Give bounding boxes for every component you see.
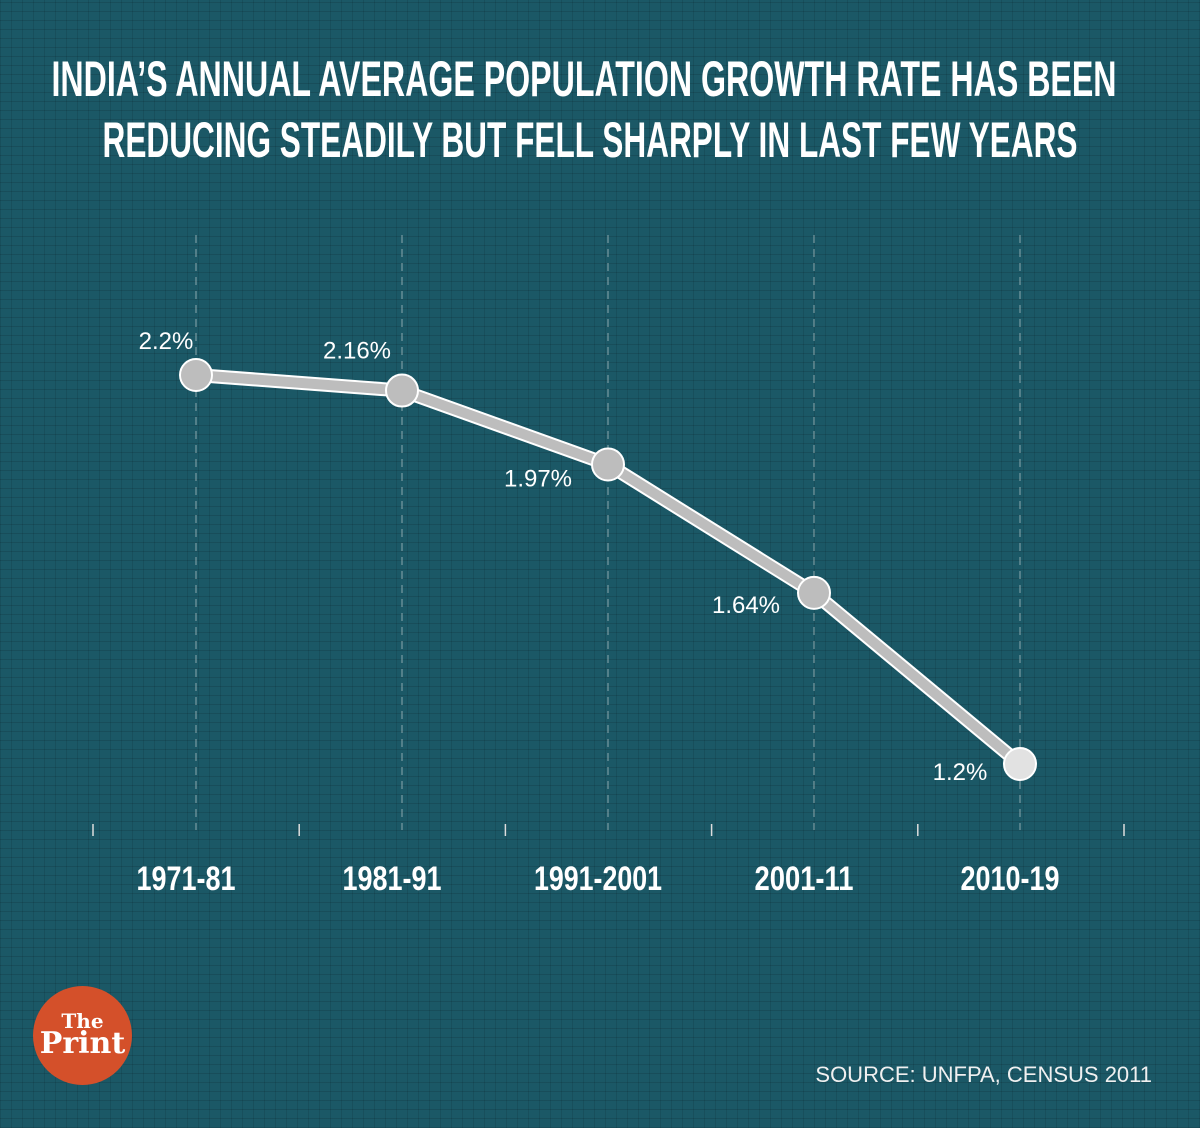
data-point: [1003, 747, 1037, 781]
data-point: [179, 358, 213, 392]
x-tick-label: 2001-11: [755, 860, 854, 898]
data-label: 2.2%: [139, 328, 194, 355]
data-label: 1.64%: [712, 592, 780, 619]
source-note: SOURCE: UNFPA, CENSUS 2011: [815, 1062, 1152, 1087]
x-tick-label: 2010-19: [961, 860, 1060, 898]
chart-title-line-1: INDIA’S ANNUAL AVERAGE POPULATION GROWTH…: [52, 51, 1117, 107]
x-tick-label: 1981-91: [343, 860, 442, 898]
data-label: 1.97%: [504, 465, 572, 492]
logo-the: The: [61, 1009, 104, 1033]
data-point: [797, 575, 831, 610]
data-label: 2.16%: [323, 338, 391, 365]
data-point: [385, 373, 419, 408]
data-label: 1.2%: [933, 759, 988, 786]
logo-print: Print: [39, 1026, 126, 1061]
x-tick-label: 1971-81: [137, 860, 236, 898]
chart-title-line-2: REDUCING STEADILY BUT FELL SHARPLY IN LA…: [103, 112, 1078, 168]
theprint-logo: The Print: [33, 986, 132, 1085]
x-tick-label: 1991-2001: [534, 860, 662, 898]
data-point: [591, 447, 625, 482]
